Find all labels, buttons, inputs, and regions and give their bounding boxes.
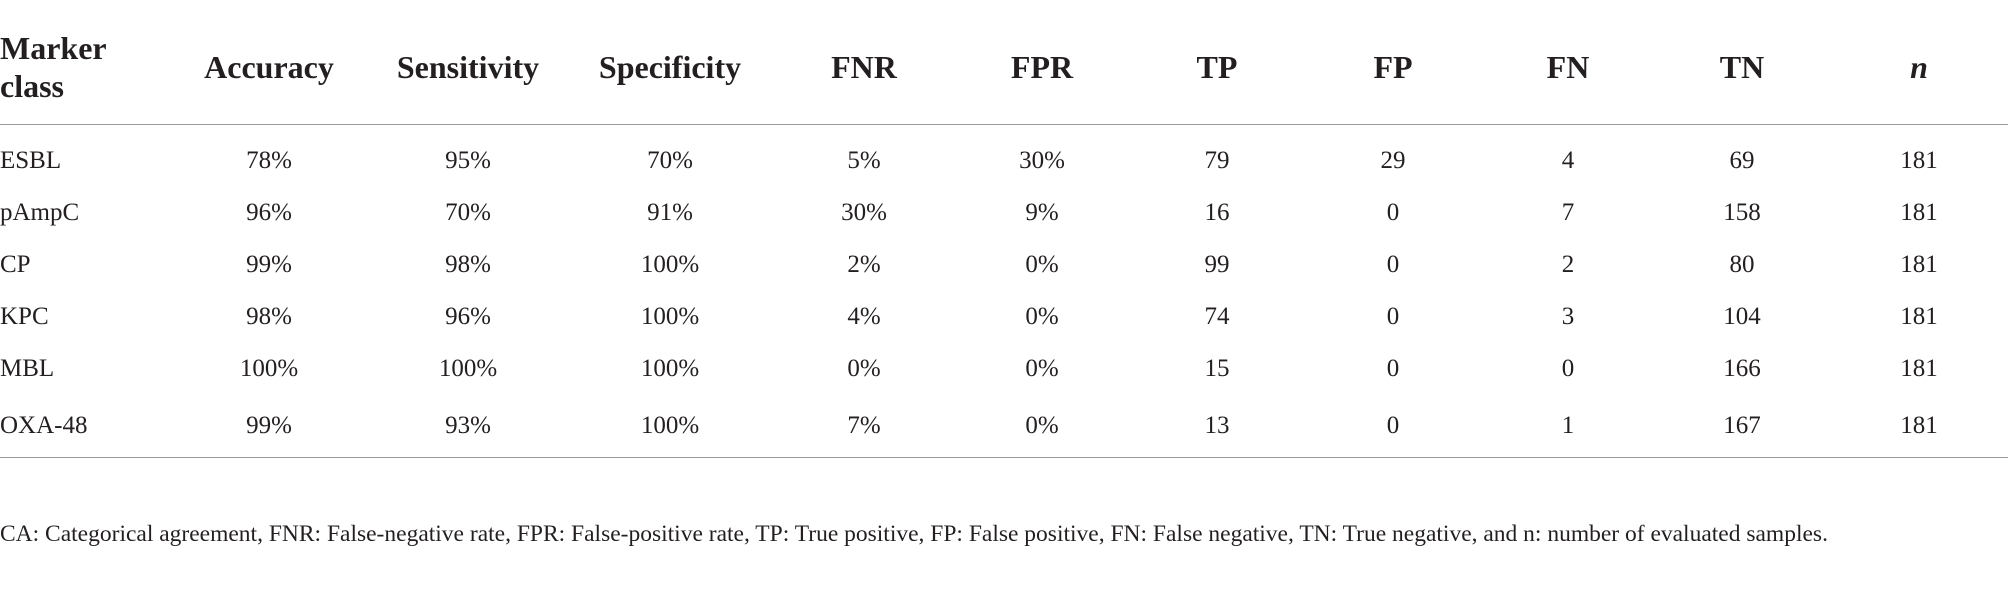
column-header: FNR bbox=[774, 10, 954, 125]
column-header: Sensitivity bbox=[370, 10, 566, 125]
table-cell: 100% bbox=[640, 303, 700, 330]
table-cell: 100% bbox=[640, 251, 700, 278]
table-cell: 30% bbox=[1019, 147, 1065, 174]
table-cell: 181 bbox=[1900, 147, 1938, 174]
table-cell: 166 bbox=[1723, 355, 1761, 382]
table-cell: 98% bbox=[445, 251, 491, 278]
column-header: TP bbox=[1130, 10, 1304, 125]
table-cell: 9% bbox=[1025, 199, 1059, 226]
table-cell: 0 bbox=[1386, 199, 1400, 226]
table-cell: 181 bbox=[1900, 199, 1938, 226]
table-cell: 29 bbox=[1380, 147, 1406, 174]
table-cell: 0% bbox=[954, 395, 1130, 458]
column-header: Marker class bbox=[0, 10, 168, 125]
marker-class-cell: MBL bbox=[0, 355, 55, 382]
column-header: Accuracy bbox=[168, 10, 370, 125]
table-cell: 4% bbox=[847, 303, 881, 330]
table-cell: 96% bbox=[246, 199, 292, 226]
marker-class-cell: pAmpC bbox=[0, 199, 80, 226]
table-row: OXA-48 99% 93% 100% 7% 0% 13 0 1 167 181 bbox=[0, 395, 2008, 458]
results-table-container: Marker class Accuracy Sensitivity Specifici… bbox=[0, 10, 2008, 458]
table-cell: 98% bbox=[246, 303, 292, 330]
table-cell: 99% bbox=[168, 395, 370, 458]
table-cell: 100% bbox=[438, 355, 498, 382]
table-cell: 93% bbox=[370, 395, 566, 458]
column-header: n bbox=[1830, 10, 2008, 125]
table-cell: 0 bbox=[1386, 251, 1400, 278]
table-cell: 16 bbox=[1204, 199, 1230, 226]
table-cell: 74 bbox=[1204, 303, 1230, 330]
marker-class-cell: CP bbox=[0, 251, 31, 278]
table-cell: 0% bbox=[1025, 355, 1059, 382]
table-cell: 1 bbox=[1482, 395, 1654, 458]
table-cell: 2 bbox=[1561, 251, 1575, 278]
header-row: Marker class Accuracy Sensitivity Specifici… bbox=[0, 10, 2008, 125]
table-cell: 0 bbox=[1386, 303, 1400, 330]
table-cell: 0 bbox=[1304, 395, 1482, 458]
table-cell: 0 bbox=[1386, 355, 1400, 382]
table-cell: 181 bbox=[1830, 395, 2008, 458]
table-cell: 99 bbox=[1204, 251, 1230, 278]
table-footnote: CA: Categorical agreement, FNR: False-ne… bbox=[0, 521, 1828, 547]
table-cell: 181 bbox=[1900, 251, 1938, 278]
table-cell: 7 bbox=[1561, 199, 1575, 226]
table-cell: 70% bbox=[647, 147, 693, 174]
table-row: pAmpC 96% 70% 91% 30% 9% 16 0 7 158 181 bbox=[0, 187, 2008, 239]
marker-class-cell: ESBL bbox=[0, 147, 62, 174]
column-header: FPR bbox=[954, 10, 1130, 125]
table-cell: 2% bbox=[847, 251, 881, 278]
marker-class-cell: KPC bbox=[0, 303, 49, 330]
table-cell: 181 bbox=[1900, 355, 1938, 382]
table-cell: 0 bbox=[1561, 355, 1575, 382]
table-cell: 13 bbox=[1130, 395, 1304, 458]
table-cell: 158 bbox=[1723, 199, 1761, 226]
marker-class-cell: OXA-48 bbox=[0, 395, 168, 458]
table-cell: 99% bbox=[246, 251, 292, 278]
table-cell: 0% bbox=[847, 355, 881, 382]
table-cell: 7% bbox=[774, 395, 954, 458]
table-row: KPC 98% 96% 100% 4% 0% 74 0 3 104 181 bbox=[0, 291, 2008, 343]
table-body: ESBL 78% 95% 70% 5% 30% 79 29 4 69 181 pAmpC 96% 70% 9… bbox=[0, 125, 2008, 458]
table-row: ESBL 78% 95% 70% 5% 30% 79 29 4 69 181 bbox=[0, 125, 2008, 188]
table-cell: 167 bbox=[1654, 395, 1830, 458]
table-cell: 104 bbox=[1723, 303, 1761, 330]
table-cell: 4 bbox=[1561, 147, 1575, 174]
table-cell: 78% bbox=[246, 147, 292, 174]
table-cell: 69 bbox=[1729, 147, 1755, 174]
table-cell: 181 bbox=[1900, 303, 1938, 330]
table-cell: 3 bbox=[1561, 303, 1575, 330]
table-cell: 96% bbox=[445, 303, 491, 330]
table-cell: 70% bbox=[445, 199, 491, 226]
table-cell: 5% bbox=[847, 147, 881, 174]
table-cell: 91% bbox=[647, 199, 693, 226]
column-header: Specificity bbox=[566, 10, 774, 125]
table-cell: 100% bbox=[566, 395, 774, 458]
table-cell: 30% bbox=[841, 199, 887, 226]
table-cell: 80 bbox=[1729, 251, 1755, 278]
column-header: FP bbox=[1304, 10, 1482, 125]
table-cell: 79 bbox=[1204, 147, 1230, 174]
column-header: TN bbox=[1654, 10, 1830, 125]
column-header: FN bbox=[1482, 10, 1654, 125]
table-cell: 95% bbox=[445, 147, 491, 174]
table-cell: 0% bbox=[1025, 303, 1059, 330]
results-table: Marker class Accuracy Sensitivity Specifici… bbox=[0, 10, 2008, 458]
table-row: CP 99% 98% 100% 2% 0% 99 0 2 80 181 bbox=[0, 239, 2008, 291]
table-cell: 0% bbox=[1025, 251, 1059, 278]
table-row: MBL 100% 100% 100% 0% 0% 15 0 0 166 181 bbox=[0, 343, 2008, 395]
table-cell: 100% bbox=[640, 355, 700, 382]
table-cell: 100% bbox=[239, 355, 299, 382]
table-header: Marker class Accuracy Sensitivity Specifici… bbox=[0, 10, 2008, 125]
table-cell: 15 bbox=[1204, 355, 1230, 382]
